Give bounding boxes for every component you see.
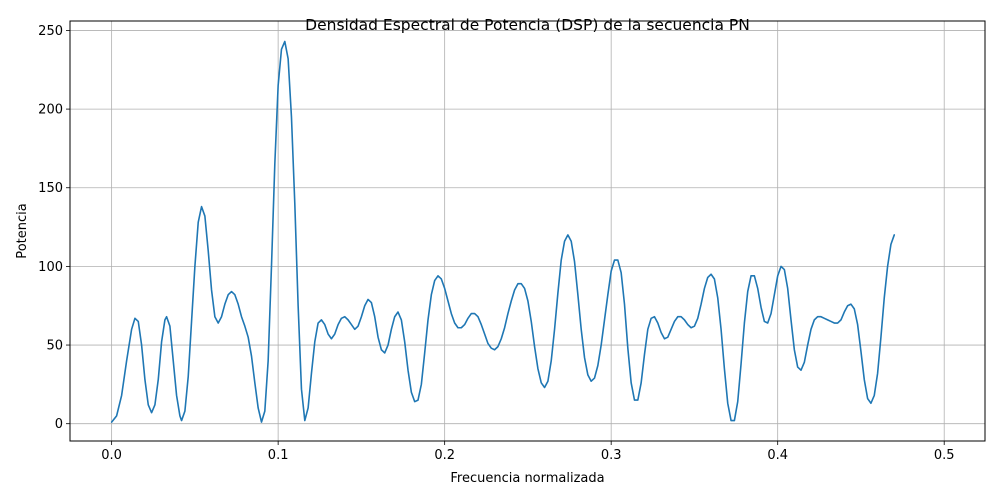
x-tick-label: 0.2 xyxy=(434,448,455,463)
psd-series-line xyxy=(110,40,896,423)
x-tick-label: 0.0 xyxy=(101,448,122,463)
y-tick-label: 0 xyxy=(55,417,63,432)
y-axis-label: Potencia xyxy=(15,203,30,258)
x-axis-ticks: 0.0 0.1 0.2 0.3 0.4 0.5 xyxy=(101,441,955,463)
x-tick-label: 0.1 xyxy=(268,448,289,463)
x-tick-label: 0.5 xyxy=(934,448,955,463)
plot-lines xyxy=(110,40,896,423)
grid xyxy=(70,21,985,441)
y-axis-ticks: 0 50 100 150 200 250 xyxy=(38,24,70,432)
chart-title: Densidad Espectral de Potencia (DSP) de … xyxy=(305,16,750,34)
y-tick-label: 100 xyxy=(38,260,63,275)
y-tick-label: 200 xyxy=(38,103,63,118)
x-tick-label: 0.3 xyxy=(601,448,622,463)
y-tick-label: 50 xyxy=(46,339,63,354)
y-tick-label: 150 xyxy=(38,181,63,196)
x-axis-label: Frecuencia normalizada xyxy=(450,471,604,486)
x-tick-label: 0.4 xyxy=(767,448,788,463)
y-tick-label: 250 xyxy=(38,24,63,39)
plot-frame xyxy=(69,20,986,442)
